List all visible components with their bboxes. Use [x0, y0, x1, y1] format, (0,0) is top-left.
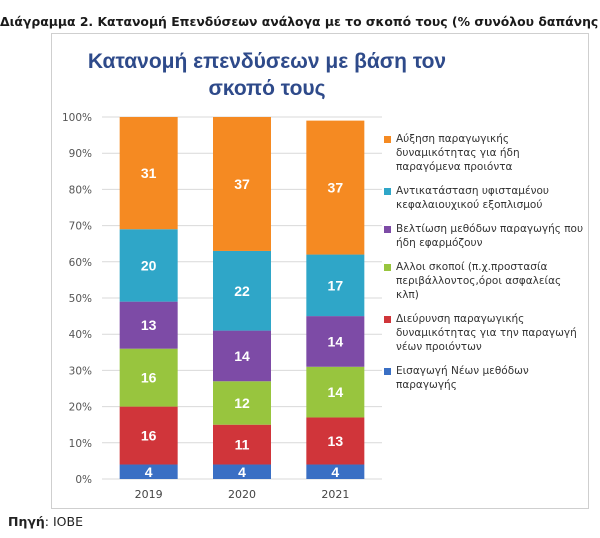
bar-segment — [213, 381, 271, 425]
y-tick-label: 50% — [69, 293, 92, 305]
bar-segment — [119, 464, 178, 479]
data-label: 14 — [328, 333, 344, 349]
y-tick-label: 60% — [69, 257, 92, 269]
y-tick-label: 80% — [69, 184, 92, 196]
legend-item: Αντικατάσταση υφισταμένου κεφαλαιουχικού… — [384, 184, 584, 212]
data-label: 13 — [328, 433, 344, 449]
bar-segment — [306, 464, 365, 479]
legend-swatch — [384, 316, 391, 324]
legend-label: Αντικατάσταση υφισταμένου κεφαλαιουχικού… — [396, 185, 549, 212]
data-label: 4 — [238, 464, 246, 480]
source-note: Πηγή: ΙΟΒΕ — [8, 514, 83, 529]
y-tick-label: 30% — [69, 365, 92, 377]
chart-legend: Αύξηση παραγωγικής δυναμικότητας για ήδη… — [384, 132, 584, 402]
legend-swatch — [384, 226, 391, 234]
data-label: 37 — [328, 180, 344, 196]
bar-segment — [213, 464, 271, 479]
data-label: 16 — [141, 370, 157, 386]
bar-segment — [306, 366, 365, 418]
bar-segment — [213, 117, 271, 251]
x-tick-label: 2019 — [135, 488, 163, 501]
chart-frame: Κατανομή επενδύσεων με βάση τον σκοπό το… — [51, 33, 589, 509]
legend-item: Βελτίωση μεθόδων παραγωγής που ήδη εφαρμ… — [384, 222, 584, 250]
legend-item: Αύξηση παραγωγικής δυναμικότητας για ήδη… — [384, 132, 584, 175]
bar-segment — [213, 250, 271, 331]
source-label: Πηγή — [8, 514, 45, 529]
legend-label: Βελτίωση μεθόδων παραγωγής που ήδη εφαρμ… — [396, 223, 584, 250]
bar-segment — [213, 424, 271, 465]
bar-segment — [119, 229, 178, 302]
legend-label: Αλλοι σκοποί (π.χ.προστασία περιβάλλοντο… — [396, 260, 562, 302]
legend-swatch — [384, 188, 391, 196]
chart-title-line-2: σκοπό τους — [208, 77, 326, 100]
legend-swatch — [384, 263, 391, 271]
bar-segment — [306, 417, 365, 465]
data-label: 11 — [235, 437, 250, 453]
y-tick-label: 90% — [69, 148, 92, 160]
bar-segment — [119, 348, 178, 407]
bar-segment — [306, 120, 365, 255]
bar-segment — [119, 117, 178, 230]
data-label: 4 — [145, 464, 153, 480]
y-tick-label: 70% — [69, 221, 92, 233]
bar-segment — [306, 316, 365, 367]
legend-label: Εισαγωγή Νέων μεθόδων παραγωγής — [396, 365, 529, 392]
legend-item: Διεύρυνση παραγωγικής δυναμικότητας για … — [384, 312, 584, 355]
y-tick-label: 100% — [62, 112, 92, 124]
data-label: 14 — [234, 348, 250, 364]
data-label: 20 — [141, 257, 157, 273]
data-label: 31 — [141, 165, 157, 181]
legend-label: Διεύρυνση παραγωγικής δυναμικότητας για … — [396, 313, 577, 354]
y-tick-label: 20% — [69, 402, 92, 414]
stacked-bar-chart: 0% 10% 20% 30% 40% 50% 60% 70% 80% 90% 100% 4 16 16 13… — [62, 112, 382, 501]
chart-title: Κατανομή επενδύσεων με βάση τον σκοπό το… — [52, 48, 482, 102]
data-label: 14 — [328, 384, 344, 400]
legend-item: Αλλοι σκοποί (π.χ.προστασία περιβάλλοντο… — [384, 260, 584, 303]
bar-segment — [119, 301, 178, 349]
y-tick-label: 40% — [69, 329, 92, 341]
chart-title-line-1: Κατανομή επενδύσεων με βάση τον — [87, 50, 447, 73]
legend-item: Εισαγωγή Νέων μεθόδων παραγωγής — [384, 364, 584, 392]
legend-swatch — [384, 368, 391, 376]
y-tick-label: 0% — [75, 474, 92, 486]
data-label: 12 — [234, 395, 250, 411]
data-label: 16 — [141, 428, 157, 444]
bar-segment — [306, 254, 365, 317]
x-tick-label: 2021 — [321, 488, 349, 501]
legend-swatch — [384, 136, 391, 143]
legend-label: Αύξηση παραγωγικής δυναμικότητας για ήδη… — [396, 133, 520, 174]
data-label: 37 — [234, 176, 250, 192]
data-label: 17 — [328, 277, 344, 293]
data-label: 22 — [234, 283, 250, 299]
data-label: 13 — [141, 317, 157, 333]
data-label: 4 — [331, 464, 339, 480]
x-tick-label: 2020 — [228, 488, 256, 501]
bar-segment — [119, 406, 178, 465]
source-value: : ΙΟΒΕ — [44, 514, 83, 529]
y-tick-label: 10% — [69, 438, 92, 450]
figure-caption: Διάγραμμα 2. Κατανομή Επενδύσεων ανάλογα… — [0, 14, 599, 29]
bar-segment — [213, 330, 271, 382]
